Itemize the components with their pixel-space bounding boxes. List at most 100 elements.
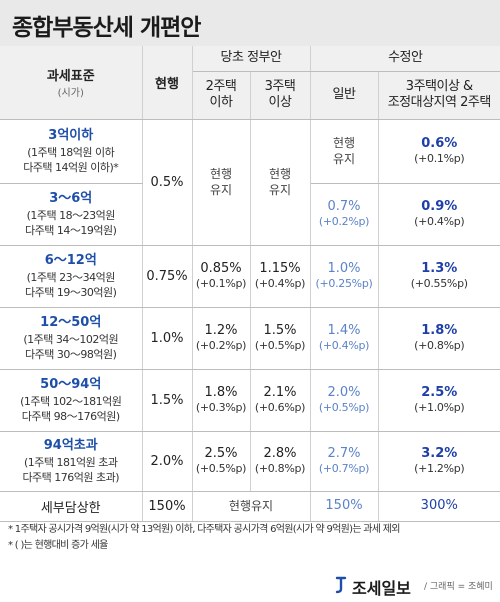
gov-2-change: (+0.2%p) [195, 339, 247, 352]
gov-3-change: (+0.8%p) [254, 462, 306, 475]
rev-general-rate: 1.0% (+0.25%p) [310, 245, 379, 308]
rev-3-value: 0.9% [421, 199, 458, 214]
rev-3-change: (+1.2%p) [414, 462, 465, 475]
bracket-cell: 12～50억 (1주택 34～102억원 다주택 30～98억원) [0, 307, 143, 370]
logo-text: 조세일보 [352, 579, 411, 598]
gov-3-change: (+0.4%p) [254, 277, 306, 290]
rev-3-value: 2.5% [421, 385, 458, 400]
rev-3-change: (+0.1%p) [414, 152, 465, 165]
footnote-1: * 1주택자 공시가격 9억원(시가 약 13억원) 이하, 다주택자 공시가격… [8, 524, 400, 535]
gov-2-value: 1.2% [204, 323, 238, 338]
cap-row: 세부담상한 150% 현행유지 150% 300% [0, 491, 500, 522]
cap-rev-general: 150% [310, 491, 379, 522]
rev-3-rate: 3.2% (+1.2%p) [378, 431, 500, 492]
gov-2-keep: 현행 유지 [192, 119, 251, 246]
rev-3-value: 1.3% [421, 261, 458, 276]
title-bar: 종합부동산세 개편안 [0, 0, 500, 46]
header-standard-sub: (시가) [57, 88, 84, 100]
rev-general-change: (+0.5%p) [318, 401, 370, 414]
gov-3-keep-text: 현행 유지 [268, 167, 292, 197]
header-revised: 수정안 [310, 46, 500, 72]
rev-general-value: 1.4% [327, 323, 361, 338]
current-rate: 0.5% [142, 119, 193, 246]
header-current-label: 현행 [155, 76, 179, 92]
rev-3-change: (+1.0%p) [414, 401, 465, 414]
bracket-detail: (1주택 102～181억원 다주택 98～176억원) [20, 395, 122, 423]
gov-3-change: (+0.6%p) [254, 401, 306, 414]
header-gov-2-label: 2주택 이하 [205, 79, 237, 110]
rev-3-value: 1.8% [421, 323, 458, 338]
header-gov-plan: 당초 정부안 [192, 46, 311, 72]
rev-general-change: (+0.7%p) [318, 462, 370, 475]
footer: 조세일보 / 그래픽 = 조혜미 [0, 568, 500, 602]
footnote-2: * ( )는 현행대비 증가 세율 [8, 540, 108, 551]
header-row-1: 과세표준 (시가) 현행 당초 정부안 수정안 [0, 46, 500, 120]
rev-general-rate: 현행 유지 [310, 119, 379, 184]
gov-3-rate: 1.15% (+0.4%p) [250, 245, 311, 308]
rev-general-value: 2.7% [327, 446, 361, 461]
rev-general-rate: 1.4% (+0.4%p) [310, 307, 379, 370]
bracket-label: 94억초과 [43, 438, 98, 453]
bracket-detail: (1주택 18억원 이하 다주택 14억원 이하)* [23, 146, 119, 174]
header-current: 현행 [142, 46, 193, 120]
gov-2-value: 1.8% [204, 385, 238, 400]
rev-3-change: (+0.8%p) [414, 339, 465, 352]
gov-2-change: (+0.1%p) [195, 277, 247, 290]
gov-2-rate: 0.85% (+0.1%p) [192, 245, 251, 308]
gov-2-keep-text: 현행 유지 [209, 167, 233, 197]
rev-general-rate: 2.7% (+0.7%p) [310, 431, 379, 492]
bracket-detail: (1주택 34～102억원 다주택 30～98억원) [23, 333, 119, 361]
gov-3-rate: 2.1% (+0.6%p) [250, 369, 311, 432]
rev-general-change: (+0.2%p) [318, 215, 370, 228]
bracket-cell: 50～94억 (1주택 102～181억원 다주택 98～176억원) [0, 369, 143, 432]
bracket-cell: 3～6억 (1주택 18～23억원 다주택 14～19억원) [0, 183, 143, 246]
graphic-credit: / 그래픽 = 조혜미 [424, 582, 493, 592]
rev-3-rate: 0.9% (+0.4%p) [378, 183, 500, 246]
cap-gov: 현행유지 [192, 491, 311, 522]
gov-2-value: 2.5% [204, 446, 238, 461]
table-row: 3～6억 (1주택 18～23억원 다주택 14～19억원) 0.7% (+0.… [0, 183, 500, 246]
rev-general-keep-text: 현행 유지 [332, 136, 356, 166]
rev-3-rate: 1.3% (+0.55%p) [378, 245, 500, 308]
gov-3-keep: 현행 유지 [250, 119, 311, 246]
bracket-detail: (1주택 18～23억원 다주택 14～19억원) [25, 209, 117, 237]
gov-3-rate: 2.8% (+0.8%p) [250, 431, 311, 492]
rev-3-rate: 0.6% (+0.1%p) [378, 119, 500, 184]
header-rev-3-label: 3주택이상 & 조정대상지역 2주택 [387, 79, 492, 110]
gov-2-rate: 1.2% (+0.2%p) [192, 307, 251, 370]
bracket-cell: 6～12억 (1주택 23～34억원 다주택 19～30억원) [0, 245, 143, 308]
bracket-label: 12～50억 [40, 315, 102, 330]
rev-3-value: 0.6% [421, 136, 458, 151]
logo-icon [335, 576, 347, 594]
bracket-label: 6～12억 [44, 253, 97, 268]
current-rate: 2.0% [142, 431, 193, 492]
rev-general-value: 2.0% [327, 385, 361, 400]
bracket-label: 3억이하 [48, 128, 94, 143]
table-row: 12～50억 (1주택 34～102억원 다주택 30～98억원) 1.0% 1… [0, 307, 500, 370]
bracket-label: 3～6억 [49, 191, 93, 206]
rev-3-rate: 1.8% (+0.8%p) [378, 307, 500, 370]
rev-general-rate: 0.7% (+0.2%p) [310, 183, 379, 246]
gov-2-change: (+0.3%p) [195, 401, 247, 414]
table-row: 3억이하 (1주택 18억원 이하 다주택 14억원 이하)* 0.5% 현행 … [0, 119, 500, 246]
header-standard-label: 과세표준 [46, 69, 95, 85]
gov-3-rate: 1.5% (+0.5%p) [250, 307, 311, 370]
bracket-detail: (1주택 181억원 초과 다주택 176억원 초과) [22, 456, 120, 484]
current-rate: 0.75% [142, 245, 193, 308]
rev-3-change: (+0.55%p) [410, 277, 468, 290]
gov-2-rate: 2.5% (+0.5%p) [192, 431, 251, 492]
table-row: 94억초과 (1주택 181억원 초과 다주택 176억원 초과) 2.0% 2… [0, 431, 500, 492]
header-rev-general: 일반 [310, 71, 379, 120]
rev-general-value: 0.7% [327, 199, 361, 214]
gov-3-value: 1.15% [259, 261, 301, 276]
bracket-cell: 94억초과 (1주택 181억원 초과 다주택 176억원 초과) [0, 431, 143, 492]
header-standard: 과세표준 (시가) [0, 46, 143, 120]
gov-2-change: (+0.5%p) [195, 462, 247, 475]
header-row-2: 2주택 이하 3주택 이상 일반 3주택이상 & 조정대상지역 2주택 [0, 71, 500, 120]
gov-3-value: 2.8% [263, 446, 297, 461]
current-rate: 1.5% [142, 369, 193, 432]
rev-3-rate: 2.5% (+1.0%p) [378, 369, 500, 432]
header-gov-3: 3주택 이상 [250, 71, 311, 120]
header-gov-2: 2주택 이하 [192, 71, 251, 120]
table-row: 6～12억 (1주택 23～34억원 다주택 19～30억원) 0.75% 0.… [0, 245, 500, 308]
